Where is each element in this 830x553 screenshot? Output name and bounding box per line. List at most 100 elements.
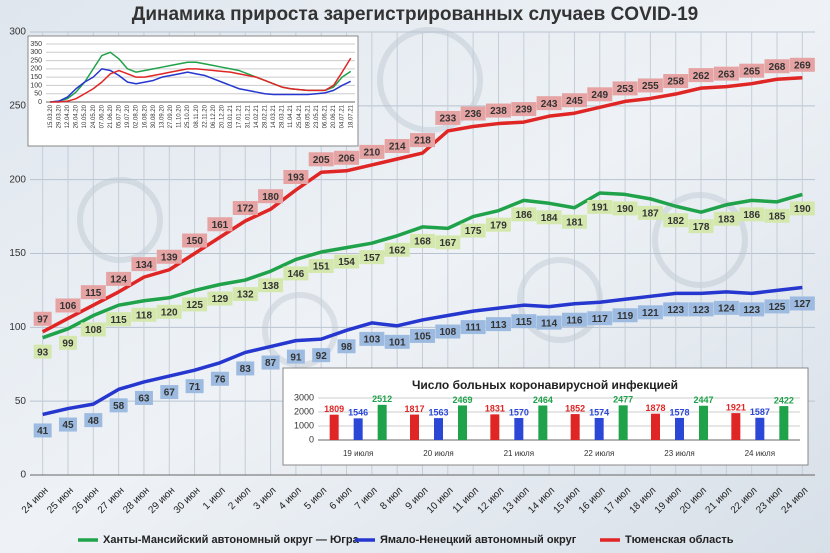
series-line <box>42 285 803 417</box>
value-label-box <box>156 304 182 319</box>
value-label: 172 <box>237 204 254 215</box>
y-tick-label: 0 <box>309 434 314 444</box>
x-tick-label: 10.05.20 <box>82 104 88 128</box>
value-label: 45 <box>62 420 74 431</box>
value-label-box <box>637 305 663 320</box>
value-label-box <box>485 217 511 232</box>
value-label: 1817 <box>404 404 424 414</box>
x-tick-label: 07.06.20 <box>99 104 105 128</box>
y-tick-label: 50 <box>15 396 27 407</box>
value-label-box <box>460 106 486 121</box>
y-tick-label: 3000 <box>294 392 314 402</box>
value-label-box <box>739 302 765 317</box>
value-label-box <box>182 297 208 312</box>
value-label: 180 <box>262 192 279 203</box>
value-label-box <box>109 398 128 413</box>
bar <box>490 414 500 440</box>
value-label-box <box>410 133 435 148</box>
x-tick-label: 19.07.20 <box>125 104 131 128</box>
value-label-box <box>435 324 461 339</box>
value-label: 181 <box>566 217 583 228</box>
bar <box>538 405 548 440</box>
value-label: 184 <box>541 213 558 224</box>
y-tick-label: 100 <box>30 82 42 89</box>
x-tick-label: 25.04.21 <box>297 104 303 128</box>
x-tick-label: 14.03.21 <box>271 104 277 128</box>
bar <box>353 418 363 440</box>
value-label-box <box>663 213 689 228</box>
y-tick-label: 200 <box>30 66 42 73</box>
value-label-box <box>283 170 309 185</box>
value-label: 105 <box>414 332 431 343</box>
value-label-box <box>210 371 229 386</box>
x-tick-label: 27.09.20 <box>168 104 174 128</box>
x-tick-label: 24 июля <box>745 449 775 458</box>
value-label: 63 <box>138 394 150 405</box>
value-label: 2469 <box>452 395 472 405</box>
value-label-box <box>156 249 182 264</box>
value-label-box <box>435 110 461 125</box>
value-label: 253 <box>617 84 634 95</box>
value-label-box <box>359 144 385 159</box>
value-label: 178 <box>693 222 710 233</box>
value-label: 236 <box>465 109 482 120</box>
value-label: 179 <box>490 220 507 231</box>
value-label-box <box>308 259 334 274</box>
bar <box>755 417 765 440</box>
x-tick-label: 02.08.20 <box>134 104 140 128</box>
value-label: 151 <box>313 262 330 273</box>
value-label-box <box>688 302 714 317</box>
value-label-box <box>587 199 613 214</box>
value-label: 262 <box>693 71 710 82</box>
x-tick-label: 14.02.21 <box>254 104 260 128</box>
x-tick-label: 25.10.20 <box>185 104 191 128</box>
bar <box>699 405 708 440</box>
value-label: 117 <box>592 314 609 325</box>
x-tick-label: 18.07.21 <box>348 104 354 128</box>
x-tick-label: 06.06.21 <box>323 104 329 128</box>
bar <box>458 405 467 440</box>
y-tick-label: 300 <box>30 49 42 56</box>
value-label: 129 <box>212 294 229 305</box>
value-label-box <box>33 423 52 438</box>
value-label: 206 <box>338 153 355 164</box>
value-label-box <box>612 201 638 216</box>
value-label: 92 <box>316 351 328 362</box>
value-label-box <box>236 361 255 376</box>
value-label: 106 <box>60 301 77 312</box>
value-label: 205 <box>313 155 330 166</box>
y-tick-label: 200 <box>9 174 26 185</box>
x-tick-label: 21.06.20 <box>108 104 114 128</box>
value-label: 119 <box>617 311 634 322</box>
inset-frame <box>27 35 359 147</box>
value-label: 210 <box>364 148 381 159</box>
value-label: 67 <box>164 388 176 399</box>
value-label: 1852 <box>565 403 585 413</box>
value-label: 186 <box>515 210 532 221</box>
value-label: 263 <box>718 69 735 80</box>
value-label-box <box>131 257 157 272</box>
bar <box>434 418 443 440</box>
x-tick-label: 05.07.20 <box>117 104 123 128</box>
value-label-box <box>612 308 638 323</box>
value-label-box <box>789 201 815 216</box>
bar <box>377 404 387 440</box>
value-label-box <box>131 307 157 322</box>
x-tick-label: 06.12.20 <box>211 104 217 128</box>
value-label: 115 <box>516 317 533 328</box>
value-label: 238 <box>490 106 507 117</box>
value-label-box <box>511 207 537 222</box>
value-label-box <box>55 298 81 313</box>
value-label: 118 <box>136 310 153 321</box>
value-label: 41 <box>37 426 49 437</box>
y-tick-label: 2000 <box>294 406 314 416</box>
bar <box>570 414 580 440</box>
value-label: 103 <box>364 335 381 346</box>
x-tick-label: 28.02.21 <box>262 104 268 128</box>
value-label-box <box>561 312 587 327</box>
value-label: 154 <box>338 257 355 268</box>
value-label-box <box>688 68 714 83</box>
value-label: 255 <box>642 81 659 92</box>
legend: Ханты-Мансийский автономный округ — Югра… <box>78 534 734 546</box>
